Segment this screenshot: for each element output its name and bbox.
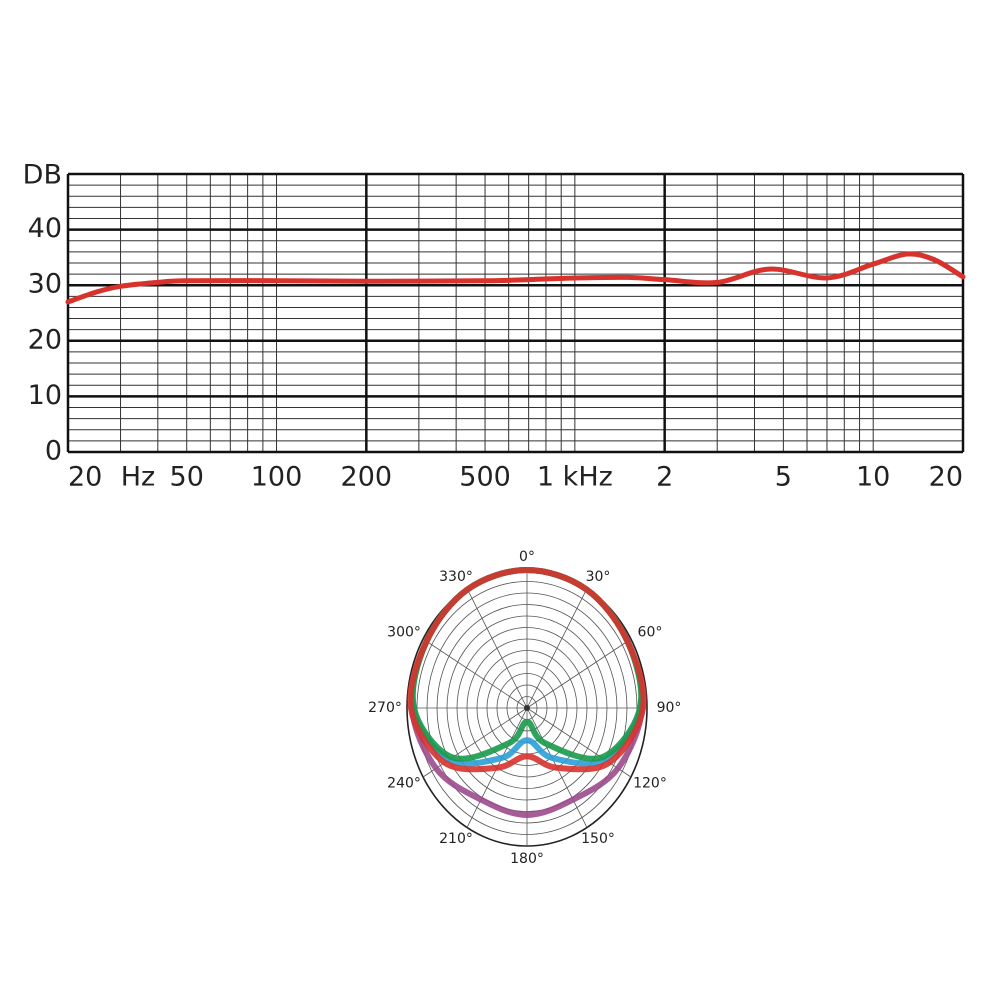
angle-label: 0°: [519, 549, 535, 565]
y-tick-label: 30: [28, 269, 62, 300]
x-tick-label: 20: [68, 462, 102, 493]
angle-label: 90°: [657, 700, 682, 716]
spoke: [422, 707, 528, 778]
y-tick-label: 10: [28, 380, 62, 411]
x-tick-label: 5: [775, 462, 792, 493]
spoke: [422, 638, 528, 709]
polar-pattern: [407, 566, 647, 773]
angle-label: 270°: [368, 700, 402, 716]
x-tick-label: 10: [856, 462, 890, 493]
x-tick-label: 100: [251, 462, 303, 493]
angle-label: 30°: [586, 569, 611, 585]
angle-label: 300°: [387, 625, 421, 641]
y-tick-label: 0: [45, 436, 62, 467]
angle-label: 60°: [638, 625, 663, 641]
spoke: [526, 707, 632, 778]
y-tick-label: 20: [28, 324, 62, 355]
angle-label: 180°: [510, 851, 544, 867]
angle-label: 210°: [439, 831, 473, 847]
y-axis-label: DB: [23, 160, 62, 191]
x-tick-label: 200: [341, 462, 393, 493]
angle-label: 240°: [387, 776, 421, 792]
spoke: [526, 588, 588, 709]
spoke: [466, 588, 528, 709]
angle-label: 330°: [439, 569, 473, 585]
center-dot: [524, 705, 530, 711]
x-axis-label: Hz: [121, 462, 155, 493]
x-tick-label: 1 kHz: [537, 462, 613, 493]
spoke: [526, 638, 632, 709]
x-tick-label: 2: [656, 462, 673, 493]
y-tick-label: 40: [28, 213, 62, 244]
x-tick-label: 500: [459, 462, 511, 493]
angle-label: 120°: [633, 776, 667, 792]
angle-label: 150°: [581, 831, 615, 847]
response-line: [65, 251, 966, 305]
x-tick-label: 20: [929, 462, 963, 493]
x-tick-label: 50: [170, 462, 204, 493]
